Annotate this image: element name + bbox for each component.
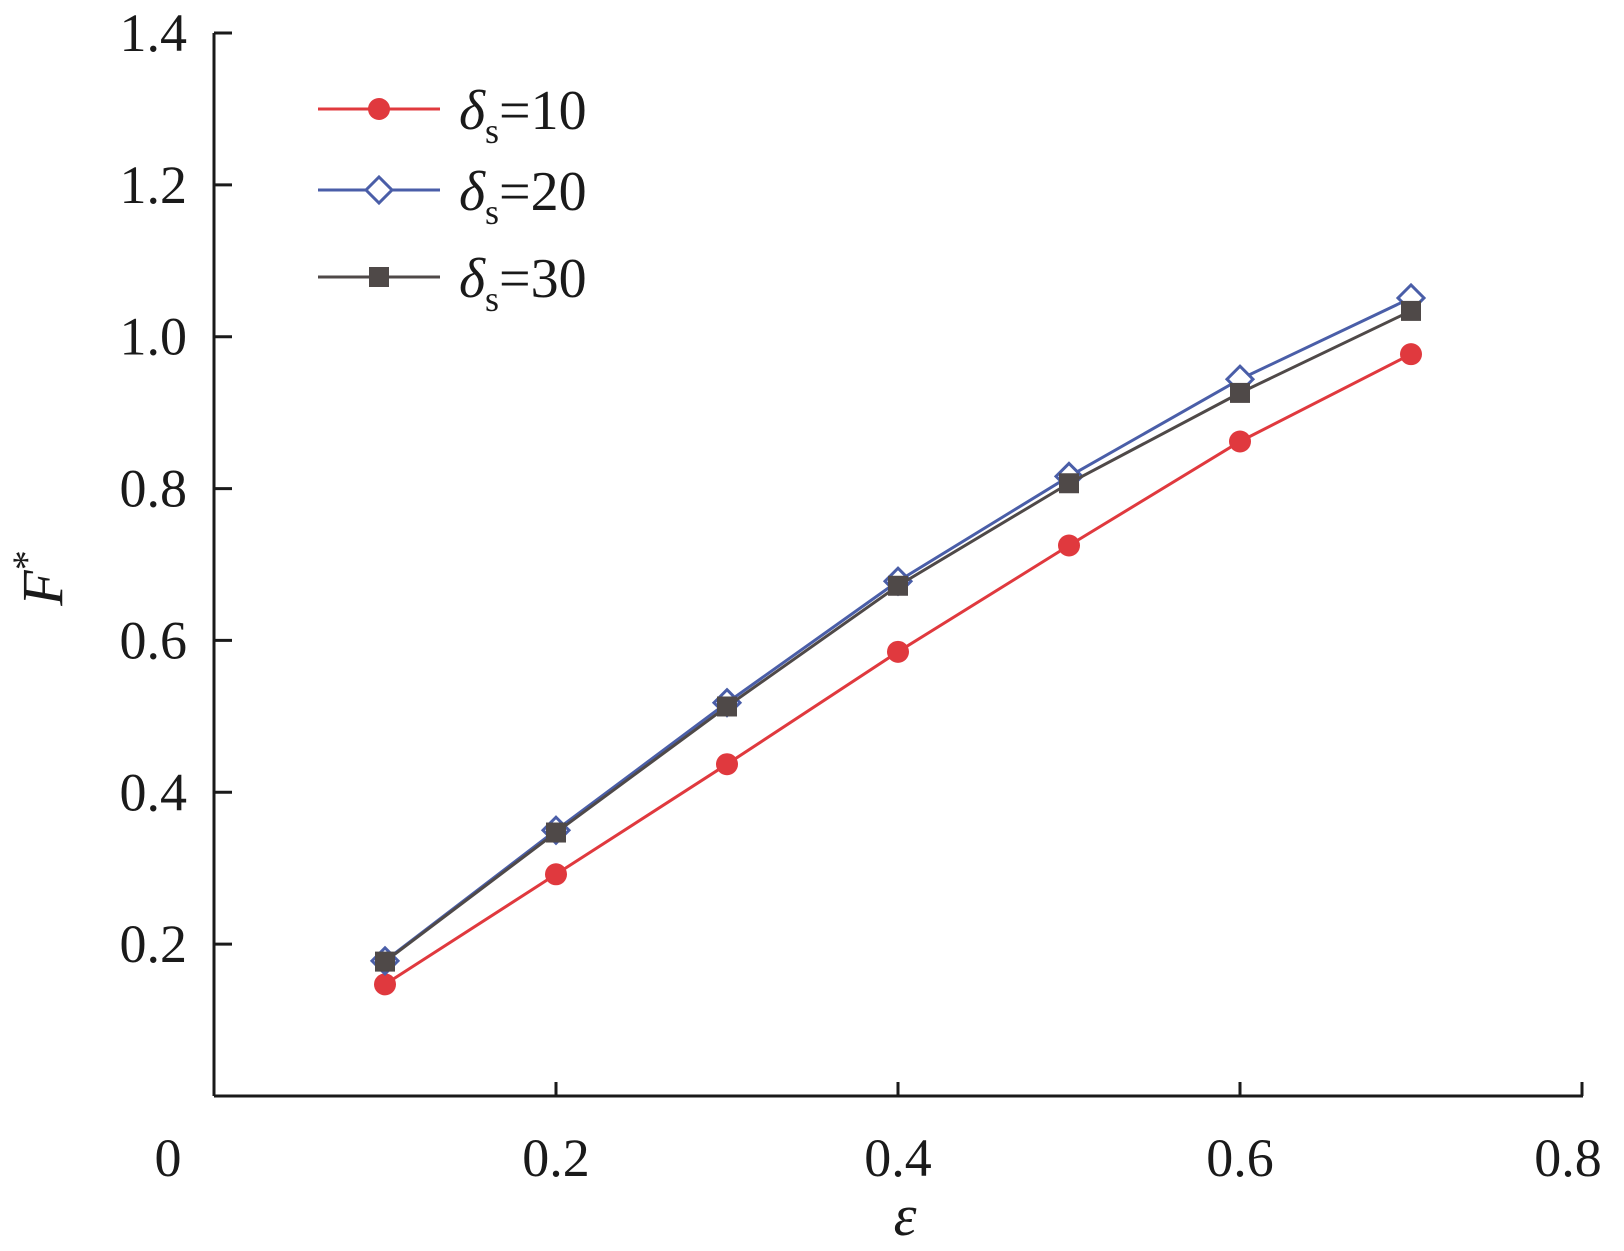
legend-label: δs=30	[459, 248, 587, 319]
x-tick-label: 0.4	[864, 1128, 932, 1188]
legend-symbol: δ	[459, 161, 486, 223]
data-point	[545, 863, 567, 886]
y-tick-label: 0.6	[120, 610, 188, 670]
data-point	[1230, 382, 1250, 403]
series-line	[384, 309, 1412, 963]
legend-marker	[363, 174, 395, 206]
data-point	[716, 753, 738, 776]
legend-label: δs=20	[459, 161, 587, 232]
legend-subscript: s	[485, 279, 499, 319]
legend-item-1: δs=10	[318, 80, 587, 151]
y-tick-label: 0.8	[120, 459, 188, 519]
legend-symbol: δ	[459, 248, 486, 310]
legend-subscript: s	[485, 111, 499, 151]
data-point	[374, 973, 396, 996]
legend-subscript: s	[485, 192, 499, 232]
series-2	[369, 282, 1427, 976]
x-tick-label: 0.8	[1534, 1128, 1602, 1188]
data-point	[717, 696, 737, 717]
data-point	[1059, 473, 1079, 494]
legend-marker	[369, 267, 389, 287]
data-point	[887, 640, 909, 663]
legend-symbol: δ	[459, 80, 486, 142]
series-1	[374, 343, 1422, 996]
legend-item-3: δs=30	[318, 248, 587, 319]
y-tick-label: 1.0	[120, 307, 188, 367]
x-tick-label: 0.6	[1206, 1128, 1274, 1188]
x-axis-ticks: 0 0.2 0.4 0.6 0.8	[155, 1082, 1602, 1188]
data-point	[1229, 430, 1251, 453]
data-point	[375, 951, 395, 972]
y-tick-label: 1.2	[120, 155, 188, 215]
series-layer	[369, 282, 1427, 996]
series-line	[384, 352, 1412, 986]
legend-marker	[368, 98, 390, 120]
data-point	[1400, 343, 1422, 366]
legend-value: =20	[499, 161, 587, 223]
data-point	[888, 575, 908, 596]
legend-item-2: δs=20	[318, 161, 587, 232]
series-3	[375, 300, 1421, 972]
y-tick-label: 0.2	[120, 914, 188, 974]
data-point	[1058, 534, 1080, 557]
x-axis-title: ε	[894, 1183, 917, 1248]
y-axis-title: F*	[4, 550, 75, 606]
legend-value: =10	[499, 80, 587, 142]
series-line	[384, 296, 1412, 963]
y-tick-label: 0.4	[120, 762, 188, 822]
legend-label: δs=10	[459, 80, 587, 151]
data-point	[1401, 300, 1421, 321]
y-tick-label: 1.4	[120, 3, 188, 63]
y-axis-ticks: 0.2 0.4 0.6 0.8 1.0 1.2 1.4	[120, 3, 232, 974]
x-tick-label: 0.2	[522, 1128, 590, 1188]
x-tick-label: 0	[155, 1128, 182, 1188]
legend-value: =30	[499, 248, 587, 310]
data-point	[546, 822, 566, 843]
y-axis-title-main: F	[10, 570, 75, 607]
y-axis-title-superscript: *	[4, 550, 49, 570]
